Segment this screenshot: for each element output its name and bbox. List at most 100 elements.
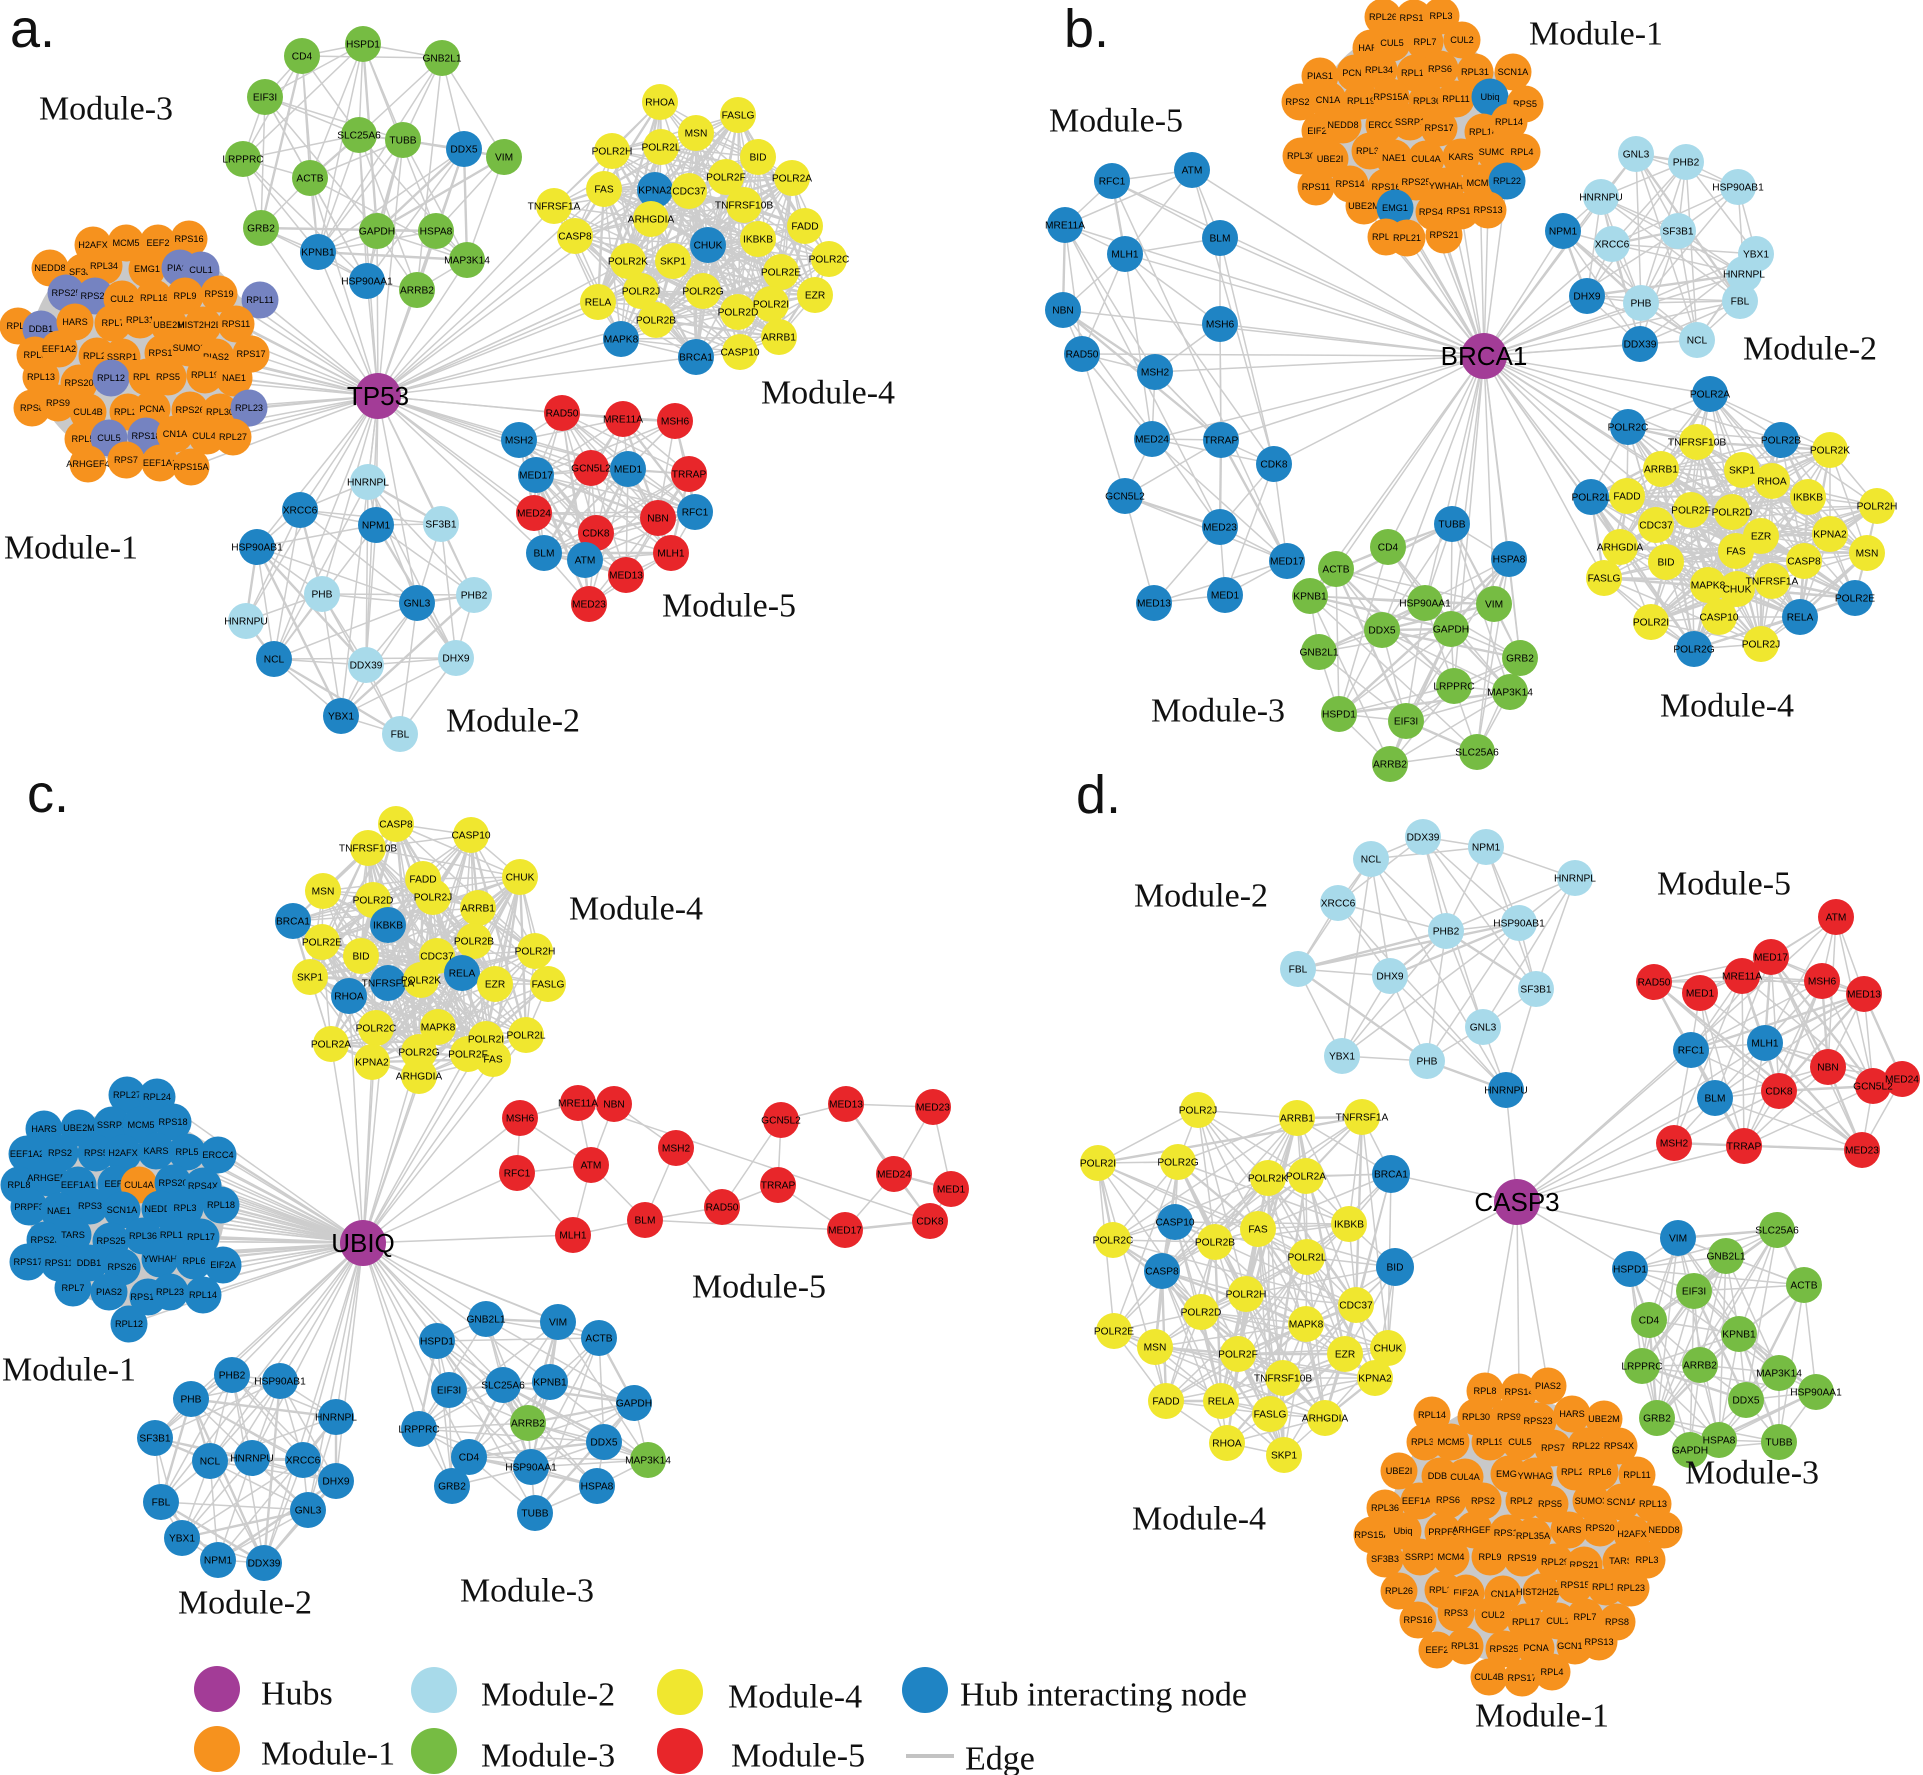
svg-text:MSH2: MSH2 — [505, 435, 534, 446]
svg-text:Module-1: Module-1 — [4, 530, 138, 567]
svg-text:NEDD8: NEDD8 — [1648, 1525, 1679, 1535]
svg-text:DDB1: DDB1 — [1428, 1471, 1453, 1481]
svg-text:POLR2G: POLR2G — [682, 286, 723, 297]
svg-text:RPS7: RPS7 — [1541, 1443, 1565, 1453]
svg-text:RPL11: RPL11 — [246, 295, 273, 305]
svg-text:FASLG: FASLG — [722, 110, 755, 121]
svg-text:RPS21: RPS21 — [80, 291, 109, 301]
svg-text:TRRAP: TRRAP — [1204, 435, 1239, 446]
svg-text:NCL: NCL — [1687, 335, 1708, 346]
svg-text:RPS15A: RPS15A — [1373, 92, 1409, 102]
svg-text:FADD: FADD — [791, 221, 818, 232]
svg-text:MCM5: MCM5 — [112, 238, 139, 248]
svg-text:MLH1: MLH1 — [559, 1230, 587, 1241]
svg-text:ARRB1: ARRB1 — [1644, 464, 1678, 475]
svg-text:RPL18: RPL18 — [1469, 127, 1497, 137]
svg-text:POLR2E: POLR2E — [1094, 1326, 1134, 1337]
svg-text:IKBKB: IKBKB — [373, 920, 403, 931]
svg-text:SSRP1: SSRP1 — [1395, 117, 1425, 127]
svg-text:RPL4: RPL4 — [1511, 147, 1534, 157]
svg-text:HNRNPU: HNRNPU — [1484, 1085, 1528, 1096]
svg-text:RPL24: RPL24 — [1510, 1496, 1538, 1506]
svg-text:MAPK8: MAPK8 — [1691, 580, 1726, 591]
svg-text:CN1A: CN1A — [1316, 95, 1341, 105]
svg-text:POLR2H: POLR2H — [515, 946, 556, 957]
svg-text:MED24: MED24 — [877, 1169, 911, 1180]
svg-text:MAP3K14: MAP3K14 — [444, 255, 490, 266]
svg-text:RPL23: RPL23 — [235, 403, 263, 413]
svg-text:Hub interacting node: Hub interacting node — [960, 1677, 1247, 1714]
svg-text:RPS25: RPS25 — [96, 1236, 125, 1246]
svg-text:Module-5: Module-5 — [692, 1269, 826, 1306]
svg-text:RPL5: RPL5 — [176, 1147, 199, 1157]
svg-text:SUMO3: SUMO3 — [173, 343, 206, 353]
svg-text:POLR2C: POLR2C — [1093, 1235, 1134, 1246]
svg-text:HSP90AA1: HSP90AA1 — [1399, 598, 1451, 609]
svg-text:RPL30: RPL30 — [206, 407, 234, 417]
svg-text:RELA: RELA — [1787, 612, 1814, 623]
svg-text:HSPD1: HSPD1 — [420, 1336, 454, 1347]
svg-text:SF3B1: SF3B1 — [425, 519, 456, 530]
svg-text:TARS: TARS — [61, 1230, 85, 1240]
svg-text:TNFRSF1A: TNFRSF1A — [528, 201, 581, 212]
svg-text:RPS25: RPS25 — [1401, 177, 1430, 187]
svg-text:RFC1: RFC1 — [504, 1168, 531, 1179]
svg-text:GRB2: GRB2 — [247, 223, 275, 234]
svg-text:RPS9: RPS9 — [1497, 1412, 1521, 1422]
svg-text:POLR2D: POLR2D — [718, 307, 759, 318]
svg-text:POLR2A: POLR2A — [311, 1039, 351, 1050]
svg-text:EMG1: EMG1 — [134, 264, 160, 274]
svg-text:BLM: BLM — [1210, 233, 1231, 244]
svg-text:ACTB: ACTB — [585, 1333, 612, 1344]
svg-text:CDC37: CDC37 — [1339, 1300, 1373, 1311]
svg-text:MSH2: MSH2 — [1660, 1138, 1689, 1149]
svg-text:RPL18: RPL18 — [207, 1200, 235, 1210]
svg-text:SKP1: SKP1 — [660, 256, 686, 267]
svg-text:RPS18: RPS18 — [131, 431, 160, 441]
svg-text:PIAS1: PIAS1 — [167, 263, 193, 273]
svg-text:FASLG: FASLG — [1588, 573, 1621, 584]
svg-text:SF3B3: SF3B3 — [69, 267, 97, 277]
svg-text:RPL5: RPL5 — [72, 434, 95, 444]
svg-text:POLR2D: POLR2D — [353, 895, 394, 906]
svg-text:H2AFX: H2AFX — [1617, 1529, 1647, 1539]
svg-text:CD4: CD4 — [459, 1452, 480, 1463]
svg-text:RPL29: RPL29 — [1541, 1557, 1569, 1567]
svg-text:KPNB1: KPNB1 — [533, 1377, 567, 1388]
svg-text:VIM: VIM — [495, 152, 513, 163]
svg-text:HIST2H2BE: HIST2H2BE — [1516, 1587, 1566, 1597]
svg-text:KPNA2: KPNA2 — [1813, 529, 1847, 540]
svg-text:CASP8: CASP8 — [379, 819, 413, 830]
svg-text:NEDD8: NEDD8 — [144, 1204, 175, 1214]
svg-text:HSP90AB1: HSP90AB1 — [1712, 182, 1764, 193]
svg-text:RPS4X: RPS4X — [188, 1181, 218, 1191]
svg-text:PCNA: PCNA — [1342, 68, 1368, 78]
svg-text:CDC37: CDC37 — [672, 186, 706, 197]
svg-text:ARHGEF4: ARHGEF4 — [66, 459, 109, 469]
svg-text:NPM1: NPM1 — [1472, 842, 1501, 853]
svg-text:MSH2: MSH2 — [1141, 367, 1170, 378]
svg-text:MED17: MED17 — [519, 470, 553, 481]
svg-text:GCN5L2: GCN5L2 — [1853, 1081, 1893, 1092]
svg-text:CUL4B: CUL4B — [73, 407, 103, 417]
svg-text:NAE1: NAE1 — [1382, 153, 1406, 163]
svg-text:RPS13: RPS13 — [1473, 205, 1502, 215]
svg-text:Module-1: Module-1 — [261, 1736, 395, 1773]
svg-text:ACTB: ACTB — [1790, 1280, 1817, 1291]
svg-text:RPL6: RPL6 — [183, 1256, 206, 1266]
svg-text:XRCC6: XRCC6 — [283, 505, 318, 516]
svg-text:FAS: FAS — [1248, 1224, 1267, 1235]
svg-text:MAP3K14: MAP3K14 — [1487, 687, 1533, 698]
svg-text:GNL3: GNL3 — [404, 598, 431, 609]
svg-text:TNFRSF10B: TNFRSF10B — [1254, 1373, 1313, 1384]
svg-text:HNRNPU: HNRNPU — [224, 616, 268, 627]
svg-text:RPL19: RPL19 — [1476, 1437, 1504, 1447]
svg-text:HNRNPU: HNRNPU — [1579, 192, 1623, 203]
svg-text:TARS: TARS — [1609, 1556, 1633, 1566]
svg-text:FADD: FADD — [1152, 1396, 1179, 1407]
svg-text:MAPK8: MAPK8 — [421, 1022, 456, 1033]
svg-text:Module-4: Module-4 — [569, 891, 703, 928]
svg-text:HSP90AA1: HSP90AA1 — [1790, 1387, 1842, 1398]
svg-text:RPS11: RPS11 — [1302, 182, 1330, 192]
svg-text:MED23: MED23 — [1845, 1145, 1879, 1156]
